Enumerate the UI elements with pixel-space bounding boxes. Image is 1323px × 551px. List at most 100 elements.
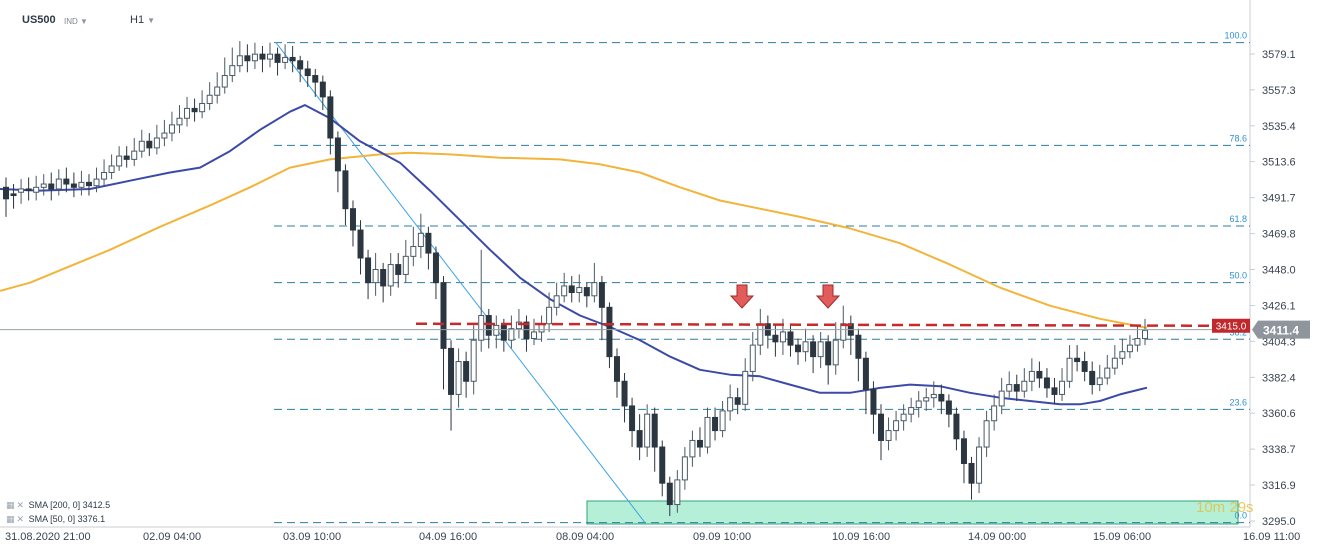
y-tick-label: 3535.4 [1262, 121, 1296, 133]
candle-bull [168, 124, 175, 134]
candle-bear [968, 462, 975, 484]
settings-icon[interactable]: ▦ [6, 500, 15, 510]
candle-bear [448, 347, 455, 395]
candle-bear [636, 430, 643, 448]
candle-bull [1104, 367, 1111, 379]
candle-bull [576, 287, 583, 294]
fib-trendline [275, 42, 646, 523]
indicator-sma200-legend[interactable]: ▦ ✕ SMA [200, 0] 3412.5 [6, 500, 110, 511]
candle-bull [976, 446, 983, 484]
candle-bull [417, 232, 424, 247]
fib-level-label: 61.8 [1229, 214, 1247, 224]
candle-bear [395, 264, 402, 275]
candle-bull [1111, 357, 1118, 369]
candle-bear [795, 344, 802, 353]
resistance-line [415, 322, 1213, 327]
x-axis-ticks: 31.08.2020 21:00 02.09 04:00 03.09 10:00 04… [5, 531, 1300, 543]
candle-bear [191, 107, 198, 113]
candle-bull [372, 269, 379, 284]
candle-bear [629, 405, 636, 432]
candle-bull [674, 479, 681, 506]
candle-bear [568, 285, 575, 294]
candle-bear [485, 315, 492, 336]
candle-bear [334, 137, 341, 172]
candle-bull [221, 75, 228, 88]
candle-bull [184, 107, 191, 119]
candle-bull [998, 390, 1005, 407]
candle-bull [1126, 344, 1133, 353]
candle-bear [319, 81, 326, 98]
candle-bull [176, 117, 183, 126]
candle-bear [810, 341, 817, 358]
candle-bear [312, 75, 319, 83]
candle-bear [938, 393, 945, 402]
candle-bull [40, 183, 47, 188]
candle-bull [93, 178, 100, 187]
fib-level-label: 50.0 [1229, 271, 1247, 281]
candle-bull [727, 397, 734, 412]
candle-bull [983, 420, 990, 448]
candle-bear [613, 356, 620, 382]
y-tick-label: 3557.3 [1262, 85, 1296, 97]
close-icon[interactable]: ✕ [16, 500, 25, 510]
candle-bear [463, 361, 470, 382]
symbol-label[interactable]: US500 [22, 14, 56, 26]
candle-bull [991, 405, 998, 422]
candle-bull [1142, 329, 1148, 340]
candle-bull [410, 245, 417, 257]
settings-icon[interactable]: ▦ [6, 514, 15, 524]
fib-level-label: 0.0 [1234, 511, 1247, 521]
candle-bull [644, 413, 651, 448]
candle-bear [365, 257, 372, 284]
arrow-down-icon [729, 284, 755, 309]
x-tick-label: 02.09 04:00 [143, 531, 201, 543]
candle-bear [787, 331, 794, 346]
candle-bear [297, 60, 304, 70]
candle-bull [900, 413, 907, 422]
candle-bear [274, 53, 281, 63]
timeframe-label: H1 [130, 14, 145, 26]
candle-bull [251, 53, 258, 62]
candle-bear [1089, 370, 1096, 386]
x-tick-label: 08.09 04:00 [556, 531, 614, 543]
candle-bear [621, 380, 628, 407]
x-tick-label: 15.09 06:00 [1093, 531, 1151, 543]
candle-bear [772, 334, 779, 343]
candle-bull [508, 328, 515, 341]
candle-bear [1051, 387, 1058, 395]
candle-bull [1028, 370, 1035, 382]
symbol-type-label: IND ▼ [64, 17, 88, 26]
candle-bear [304, 68, 311, 77]
timeframe-selector[interactable]: H1 ▼ [130, 14, 155, 26]
candle-bear [357, 229, 364, 259]
candle-bull [591, 282, 598, 297]
candle-bull [689, 439, 696, 458]
y-tick-label: 3448.0 [1262, 265, 1296, 277]
indicator-sma50-legend[interactable]: ▦ ✕ SMA [50, 0] 3376.1 [6, 514, 105, 525]
candle-bear [877, 413, 884, 441]
candle-bull [267, 53, 274, 60]
chevron-down-icon[interactable]: ▼ [80, 17, 88, 26]
levels-group [0, 322, 1250, 331]
x-tick-label: 10.09 16:00 [832, 531, 890, 543]
close-icon[interactable]: ✕ [16, 514, 25, 524]
candle-bull [18, 188, 25, 193]
candle-bear [25, 188, 32, 192]
resistance-price-tag [1212, 318, 1250, 333]
chevron-down-icon[interactable]: ▼ [147, 16, 156, 25]
candle-bear [3, 186, 9, 200]
y-tick-label: 3579.1 [1262, 49, 1296, 61]
candle-bear [606, 306, 613, 358]
candle-bear [349, 208, 356, 231]
candle-bull [402, 255, 409, 275]
candle-bull [493, 324, 500, 336]
y-tick-label: 3491.7 [1262, 193, 1296, 205]
candle-bear [734, 397, 741, 405]
candle-bear [380, 269, 387, 287]
arrow-down-icon [815, 284, 841, 309]
candle-bull [893, 420, 900, 432]
candle-bull [455, 361, 462, 395]
candle-bull [531, 331, 538, 340]
candle-bear [696, 439, 703, 448]
